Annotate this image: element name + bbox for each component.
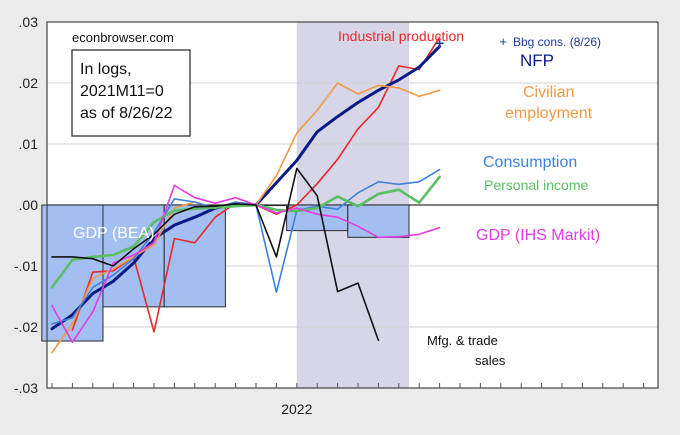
axis-ticks: .03 .02 .01 .00 -.01 -.02 -.03 2022 (14, 14, 645, 417)
label-gdp-bea: GDP (BEA) (73, 225, 155, 242)
label-civilian-employment-1: Civilian (523, 84, 575, 101)
y-tick-label: -.03 (14, 380, 38, 396)
label-personal-income: Personal income (484, 177, 588, 193)
bbg-consensus-legend-marker: + (499, 34, 507, 49)
label-mfg-trade-sales-1: Mfg. & trade (427, 333, 498, 348)
series-line-mfg-trade-sales (51, 167, 380, 342)
label-bbg-consensus: Bbg cons. (8/26) (513, 35, 601, 49)
gdp-bea-bar (163, 204, 226, 308)
label-nfp: NFP (520, 51, 554, 70)
plot-frame (46, 21, 659, 389)
annotations: econbrowser.com In logs, 2021M11=0 as of 8/… (71, 28, 601, 368)
y-tick-label: .02 (19, 75, 39, 91)
bbg-consensus-marker (435, 39, 444, 48)
y-tick-label: .01 (19, 136, 39, 152)
source-label: econbrowser.com (72, 30, 174, 45)
label-consumption: Consumption (483, 154, 577, 171)
y-tick-label: .03 (19, 14, 39, 30)
series-lines (50, 36, 444, 354)
label-mfg-trade-sales-2: sales (475, 353, 506, 368)
label-industrial-production: Industrial production (338, 28, 464, 44)
series-line-consumption (51, 168, 441, 325)
label-civilian-employment-2: employment (505, 105, 593, 122)
series-line-personal-income (50, 175, 441, 289)
y-tick-label: -.02 (14, 319, 38, 335)
note-line: as of 8/26/22 (80, 105, 173, 122)
label-gdp-ihs-markit: GDP (IHS Markit) (476, 227, 600, 244)
x-tick-label: 2022 (281, 401, 312, 417)
note-box (71, 49, 191, 137)
plot-border (46, 21, 659, 389)
note-line: 2021M11=0 (80, 83, 164, 100)
gdp-bea-bar (347, 204, 410, 238)
y-tick-label: .00 (19, 197, 39, 213)
y-tick-label: -.01 (14, 258, 38, 274)
note-line: In logs, (80, 61, 132, 78)
series-line-gdp-ihs-markit (51, 184, 441, 344)
